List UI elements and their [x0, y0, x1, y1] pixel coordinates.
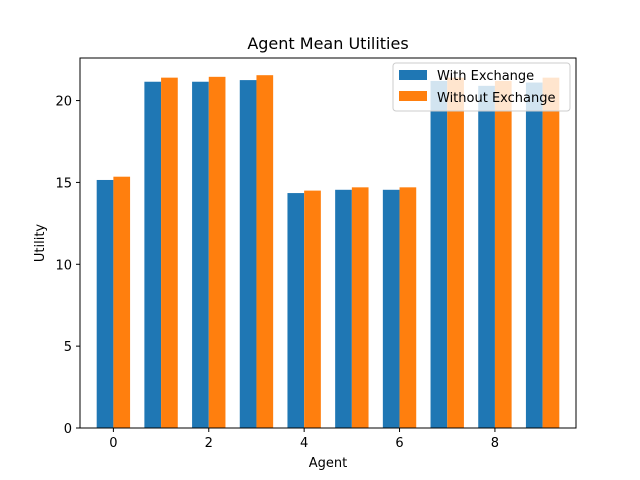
bar-with-exchange-agent-1 [144, 81, 162, 428]
bar-with-exchange-agent-6 [382, 189, 400, 428]
bar-with-exchange-agent-4 [287, 193, 305, 428]
bar-without-exchange-agent-4 [304, 190, 321, 428]
bar-with-exchange-agent-2 [192, 81, 209, 428]
bar-without-exchange-agent-0 [113, 176, 131, 428]
y-axis-label: Utility [33, 224, 48, 263]
x-tick-label: 0 [109, 436, 117, 451]
bar-with-exchange-agent-5 [335, 189, 352, 428]
y-axis-ticks: 0 5 10 15 20 [55, 95, 80, 437]
legend: With Exchange Without Exchange [392, 62, 571, 112]
bar-without-exchange-agent-5 [351, 187, 369, 428]
bar-without-exchange-agent-2 [208, 76, 226, 429]
y-tick-label: 5 [64, 340, 72, 355]
bar-with-exchange-agent-0 [96, 179, 114, 428]
legend-label-with-exchange: With Exchange [437, 69, 534, 84]
plot-area-frame [79, 57, 577, 429]
bar-with-exchange-agent-8 [478, 85, 495, 429]
legend-swatch-with-exchange [399, 70, 427, 80]
bar-without-exchange-agent-7 [447, 77, 464, 428]
x-tick-label: 8 [491, 436, 499, 451]
bar-without-exchange-agent-1 [161, 77, 178, 428]
bar-with-exchange-agent-7 [430, 80, 448, 429]
chart-title: Agent Mean Utilities [247, 34, 408, 53]
x-axis-ticks: 0 2 4 6 8 [109, 428, 499, 451]
y-tick-label: 10 [55, 258, 72, 273]
bar-without-exchange-agent-6 [399, 187, 417, 428]
bar-without-exchange-agent-9 [542, 77, 560, 428]
legend-label-without-exchange: Without Exchange [437, 91, 555, 106]
x-tick-label: 4 [300, 436, 308, 451]
x-tick-label: 2 [205, 436, 213, 451]
legend-box [392, 62, 571, 112]
y-tick-label: 0 [64, 422, 72, 437]
bar-without-exchange-agent-3 [256, 75, 274, 429]
bar-with-exchange-agent-9 [525, 82, 543, 428]
x-tick-label: 6 [395, 436, 403, 451]
x-axis-label: Agent [309, 456, 347, 471]
y-tick-label: 15 [55, 176, 72, 191]
bars-layer [96, 75, 560, 429]
legend-swatch-without-exchange [399, 91, 427, 101]
bar-with-exchange-agent-3 [239, 80, 257, 428]
bar-without-exchange-agent-8 [494, 80, 512, 429]
y-tick-label: 20 [55, 95, 72, 110]
